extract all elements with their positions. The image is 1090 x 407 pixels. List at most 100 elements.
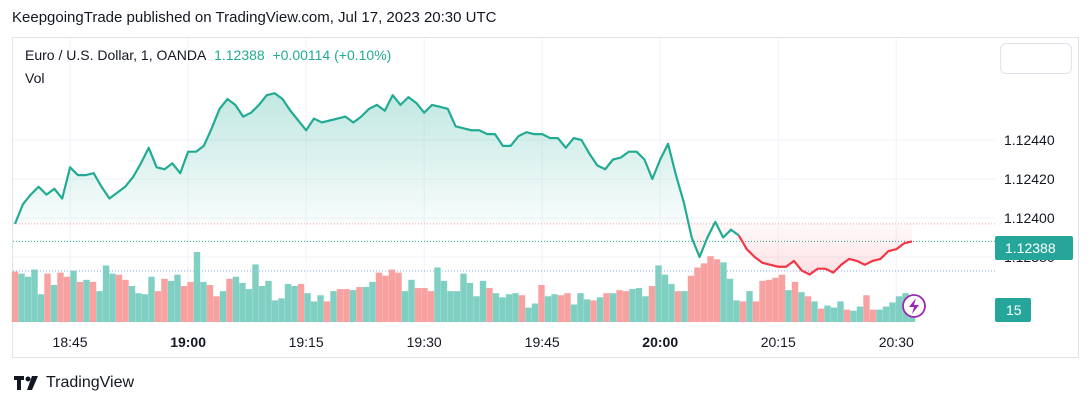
x-tick-label: 20:00 — [642, 334, 678, 350]
volume-bar — [869, 309, 877, 322]
last-volume-badge — [995, 298, 1031, 322]
volume-bar — [278, 298, 285, 322]
volume-bar — [50, 284, 58, 322]
volume-bar — [154, 291, 162, 322]
volume-bar — [310, 301, 318, 322]
volume-bar — [635, 288, 643, 322]
volume-bar — [323, 301, 331, 322]
volume-bar — [811, 301, 818, 322]
volume-bar — [382, 275, 389, 322]
volume-bar — [733, 300, 740, 322]
volume-bar — [824, 305, 831, 322]
tradingview-footer[interactable]: TradingView — [14, 374, 134, 392]
volume-bar — [128, 286, 136, 322]
volume-bar — [239, 282, 246, 322]
volume-bar — [89, 281, 97, 322]
volume-bar — [447, 291, 454, 322]
volume-bar — [245, 289, 253, 322]
volume-bar — [11, 271, 19, 322]
tradingview-logo-icon — [14, 376, 38, 390]
volume-bar — [830, 307, 838, 322]
volume-bar — [200, 281, 207, 322]
volume-bar — [330, 291, 337, 322]
volume-bar — [317, 295, 324, 322]
volume-bar — [226, 278, 233, 322]
volume-bar — [440, 280, 448, 322]
y-tick-label: 1.12440 — [1004, 132, 1055, 148]
volume-bar — [427, 291, 435, 322]
volume-bar — [551, 294, 558, 322]
volume-bar — [70, 270, 77, 322]
volume-bar — [505, 294, 513, 322]
volume-bar — [863, 295, 870, 322]
volume-bar — [167, 280, 175, 322]
volume-bar — [284, 283, 292, 322]
volume-bar — [473, 296, 480, 322]
symbol-legend[interactable]: Euro / U.S. Dollar, 1, OANDA 1.12388 +0.… — [25, 47, 391, 63]
volume-bar — [492, 293, 500, 322]
volume-bar — [187, 281, 194, 322]
publisher-header: KeepgoingTrade published on TradingView.… — [12, 9, 497, 26]
volume-bar — [856, 306, 864, 322]
volume-bar — [570, 304, 578, 322]
lightning-bolt-icon — [909, 298, 919, 314]
volume-bar — [817, 308, 825, 322]
volume-bar — [180, 286, 188, 322]
volume-bar — [564, 293, 571, 322]
volume-bar — [642, 296, 649, 322]
volume-bar — [388, 269, 396, 322]
volume-bar — [18, 273, 25, 322]
volume-bar — [486, 288, 493, 322]
volume-bar — [681, 291, 688, 322]
volume-bar — [726, 278, 734, 322]
volume-bar — [765, 279, 773, 322]
volume-bar — [453, 291, 461, 322]
volume-bar — [804, 296, 812, 322]
volume-bar — [739, 301, 747, 322]
volume-bar — [206, 284, 214, 322]
footer-brand: TradingView — [46, 374, 135, 391]
volume-bar — [343, 289, 350, 322]
volume-bar — [752, 301, 760, 322]
scale-corner-box[interactable] — [1000, 43, 1072, 74]
volume-bar — [700, 263, 708, 322]
volume-bar — [24, 276, 32, 322]
volume-bar — [479, 280, 487, 322]
volume-bar — [850, 310, 857, 322]
volume-bar — [356, 287, 363, 322]
volume-bar — [772, 277, 779, 322]
x-tick-label: 19:30 — [407, 334, 442, 350]
volume-bar — [648, 286, 656, 322]
volume-bar — [518, 295, 526, 322]
volume-bar — [63, 276, 71, 322]
volume-bar — [746, 291, 753, 322]
volume-bar — [499, 297, 506, 322]
volume-bar — [135, 293, 142, 322]
volume-bar — [557, 295, 565, 322]
volume-bar — [661, 274, 669, 322]
volume-bar — [882, 306, 890, 322]
volume-bar — [141, 294, 149, 322]
volume-bar — [401, 291, 409, 322]
last-price-badge-label: 1.12388 — [1005, 240, 1056, 256]
volume-bar — [668, 283, 675, 322]
last-price: 1.12388 — [214, 47, 265, 63]
volume-bar — [395, 272, 402, 322]
chart-frame — [12, 37, 1079, 358]
volume-bar — [525, 307, 532, 322]
volume-bar — [271, 300, 279, 322]
volume-bar — [674, 291, 682, 322]
volume-bar — [109, 273, 116, 322]
volume-bar — [102, 265, 110, 322]
volume-bar — [213, 296, 220, 322]
x-tick-label: 19:00 — [170, 334, 206, 350]
volume-bar — [694, 267, 701, 322]
price-line-up — [13, 92, 740, 259]
volume-bar — [609, 293, 617, 322]
volume-bar — [369, 281, 376, 322]
volume-bar — [252, 264, 259, 322]
volume-bar — [778, 274, 786, 322]
volume-bar — [596, 297, 604, 322]
last-volume-badge-label: 15 — [1006, 302, 1022, 318]
